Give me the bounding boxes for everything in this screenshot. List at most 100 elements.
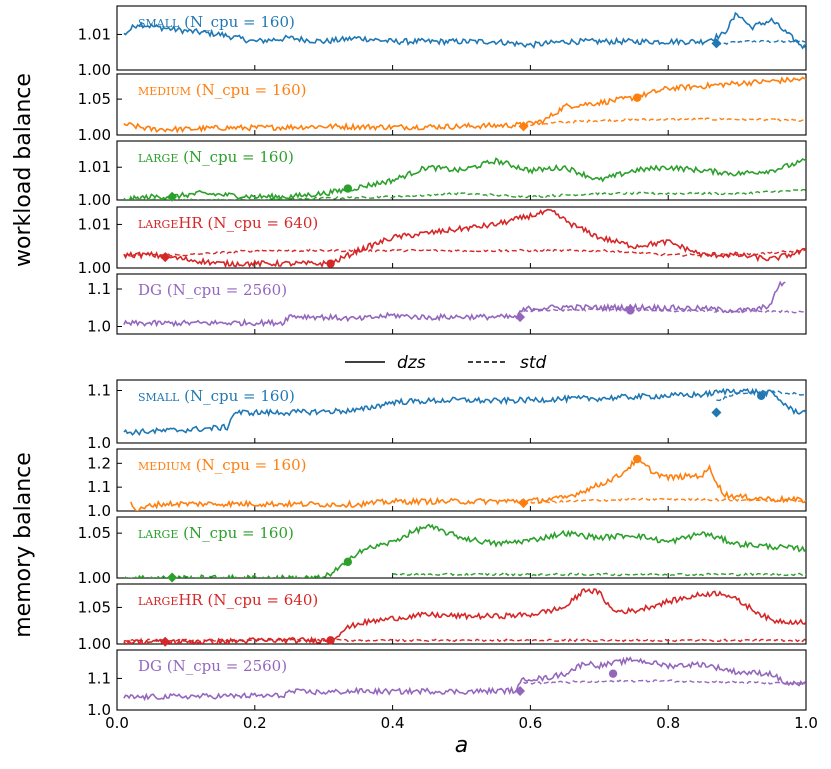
workload-large-std-line <box>123 188 806 200</box>
memory-medium-label: medium (N_cpu = 160) <box>138 456 307 474</box>
memory-dg-series <box>123 656 806 702</box>
workload-small-diamond-marker <box>711 38 722 49</box>
workload-large-dzs-line <box>123 157 806 200</box>
workload-medium-series <box>123 76 806 134</box>
memory-balance-ylabel: memory balance <box>11 452 36 638</box>
xtick-label: 1.0 <box>794 714 818 732</box>
memory-medium-std-line <box>523 497 806 505</box>
workload-dg-circle-marker <box>626 306 635 315</box>
workload-dg-frame <box>116 273 807 335</box>
memory-small-label-eq: (N_cpu = 160) <box>184 387 295 405</box>
memory-large-ytick-label: 1.05 <box>78 524 111 542</box>
workload-dg-std-line <box>523 307 806 314</box>
memory-medium-ytick-label: 1.2 <box>87 454 111 472</box>
workload-large-ytick-label: 1.01 <box>78 158 111 176</box>
memory-dg-label-eq: (N_cpu = 2560) <box>167 657 287 675</box>
workload-largehr-label-eq: (N_cpu = 640) <box>208 214 319 232</box>
workload-largehr-dzs-line <box>123 208 806 268</box>
workload-largehr-label: largeHR (N_cpu = 640) <box>138 214 318 232</box>
workload-large-diamond-marker <box>167 191 178 202</box>
memory-large-ytick-label: 1.00 <box>78 569 111 587</box>
x-axis-label: a <box>455 733 468 758</box>
memory-medium-label-eq: (N_cpu = 160) <box>196 456 307 474</box>
workload-small-std-line <box>716 39 806 47</box>
workload-medium-ytick-label: 1.05 <box>78 90 111 108</box>
memory-dg-ytick-label: 1.0 <box>87 701 111 719</box>
workload-largehr-ytick-label: 1.01 <box>78 215 111 233</box>
legend: dzs std <box>345 353 547 373</box>
memory-medium-dzs-line <box>130 456 806 511</box>
memory-large-label: large (N_cpu = 160) <box>138 524 294 542</box>
workload-dg-panel: 1.0 1.1 DG (N_cpu = 2560) <box>87 273 807 336</box>
workload-small-series <box>123 11 806 50</box>
memory-large-label-eq: (N_cpu = 160) <box>183 524 294 542</box>
workload-small-ytick-label: 1.00 <box>78 61 111 79</box>
workload-small-dzs-line <box>123 11 806 50</box>
memory-small-label-name: small <box>138 387 184 405</box>
workload-largehr-diamond-marker <box>160 252 171 263</box>
workload-dg-ytick-label: 1.1 <box>87 280 111 298</box>
memory-large-frame <box>116 516 807 579</box>
workload-largehr-ytick-label: 1.00 <box>78 259 111 277</box>
workload-small-frame <box>116 5 807 71</box>
memory-small-ytick-label: 1.0 <box>87 434 111 452</box>
memory-largehr-ytick-label: 1.00 <box>78 635 111 653</box>
memory-dg-dzs-line <box>123 656 806 702</box>
workload-medium-ytick-label: 1.00 <box>78 126 111 144</box>
legend-dzs-label: dzs <box>397 353 426 373</box>
workload-small-label-name: small <box>138 13 184 31</box>
workload-medium-label: medium (N_cpu = 160) <box>138 81 307 99</box>
memory-largehr-ytick-label: 1.05 <box>78 598 111 616</box>
workload-large-circle-marker <box>343 184 353 193</box>
memory-medium-diamond-marker <box>518 498 529 509</box>
memory-small-ytick-label: 1.1 <box>87 382 111 400</box>
memory-largehr-circle-marker <box>326 636 335 645</box>
memory-large-diamond-marker <box>167 572 178 583</box>
memory-medium-circle-marker <box>632 454 642 464</box>
memory-dg-label: DG (N_cpu = 2560) <box>138 657 287 675</box>
memory-dg-diamond-marker <box>515 686 526 697</box>
memory-small-circle-marker <box>757 391 766 400</box>
memory-large-series <box>124 523 806 578</box>
workload-small-ytick-label: 1.01 <box>78 25 111 43</box>
workload-medium-panel: 1.00 1.05 medium (N_cpu = 160) <box>78 73 807 144</box>
memory-largehr-series <box>123 587 806 644</box>
memory-dg-panel: 1.0 1.1 DG (N_cpu = 2560) <box>87 649 807 719</box>
xtick-label: 0.6 <box>518 714 542 732</box>
memory-largehr-diamond-marker <box>160 636 171 647</box>
workload-dg-ytick-label: 1.0 <box>87 318 111 336</box>
memory-large-std-line <box>392 572 806 577</box>
memory-dg-label-name: DG <box>138 657 167 675</box>
memory-large-dzs-line <box>124 523 806 578</box>
memory-small-label: small (N_cpu = 160) <box>138 387 295 405</box>
workload-large-label: large (N_cpu = 160) <box>138 148 294 166</box>
workload-largehr-series <box>123 208 806 268</box>
workload-largehr-panel: 1.00 1.01 largeHR (N_cpu = 640) <box>78 206 807 277</box>
memory-medium-ytick-label: 1.1 <box>87 478 111 496</box>
workload-dg-label: DG (N_cpu = 2560) <box>138 281 287 299</box>
memory-medium-frame <box>116 448 807 512</box>
workload-largehr-circle-marker <box>326 259 335 268</box>
memory-largehr-frame <box>116 583 807 645</box>
memory-largehr-label-name: largeHR <box>138 591 208 609</box>
workload-medium-std-line <box>523 117 806 127</box>
xtick-label: 0.8 <box>656 714 680 732</box>
memory-largehr-label-eq: (N_cpu = 640) <box>208 591 319 609</box>
workload-dg-series <box>123 280 806 328</box>
workload-medium-label-name: medium <box>138 81 196 99</box>
memory-large-label-name: large <box>138 524 183 542</box>
memory-dg-frame <box>116 649 807 711</box>
workload-largehr-frame <box>116 206 807 269</box>
xtick-label: 0.2 <box>243 714 267 732</box>
workload-medium-diamond-marker <box>518 121 529 132</box>
workload-dg-label-eq: (N_cpu = 2560) <box>167 281 287 299</box>
memory-dg-circle-marker <box>608 669 618 678</box>
memory-dg-ytick-label: 1.1 <box>87 669 111 687</box>
memory-small-diamond-marker <box>711 407 722 418</box>
workload-medium-dzs-line <box>123 76 806 134</box>
workload-large-label-eq: (N_cpu = 160) <box>183 148 294 166</box>
memory-largehr-std-line <box>123 638 806 643</box>
workload-medium-frame <box>116 73 807 136</box>
workload-large-panel: 1.00 1.01 large (N_cpu = 160) <box>78 140 807 209</box>
